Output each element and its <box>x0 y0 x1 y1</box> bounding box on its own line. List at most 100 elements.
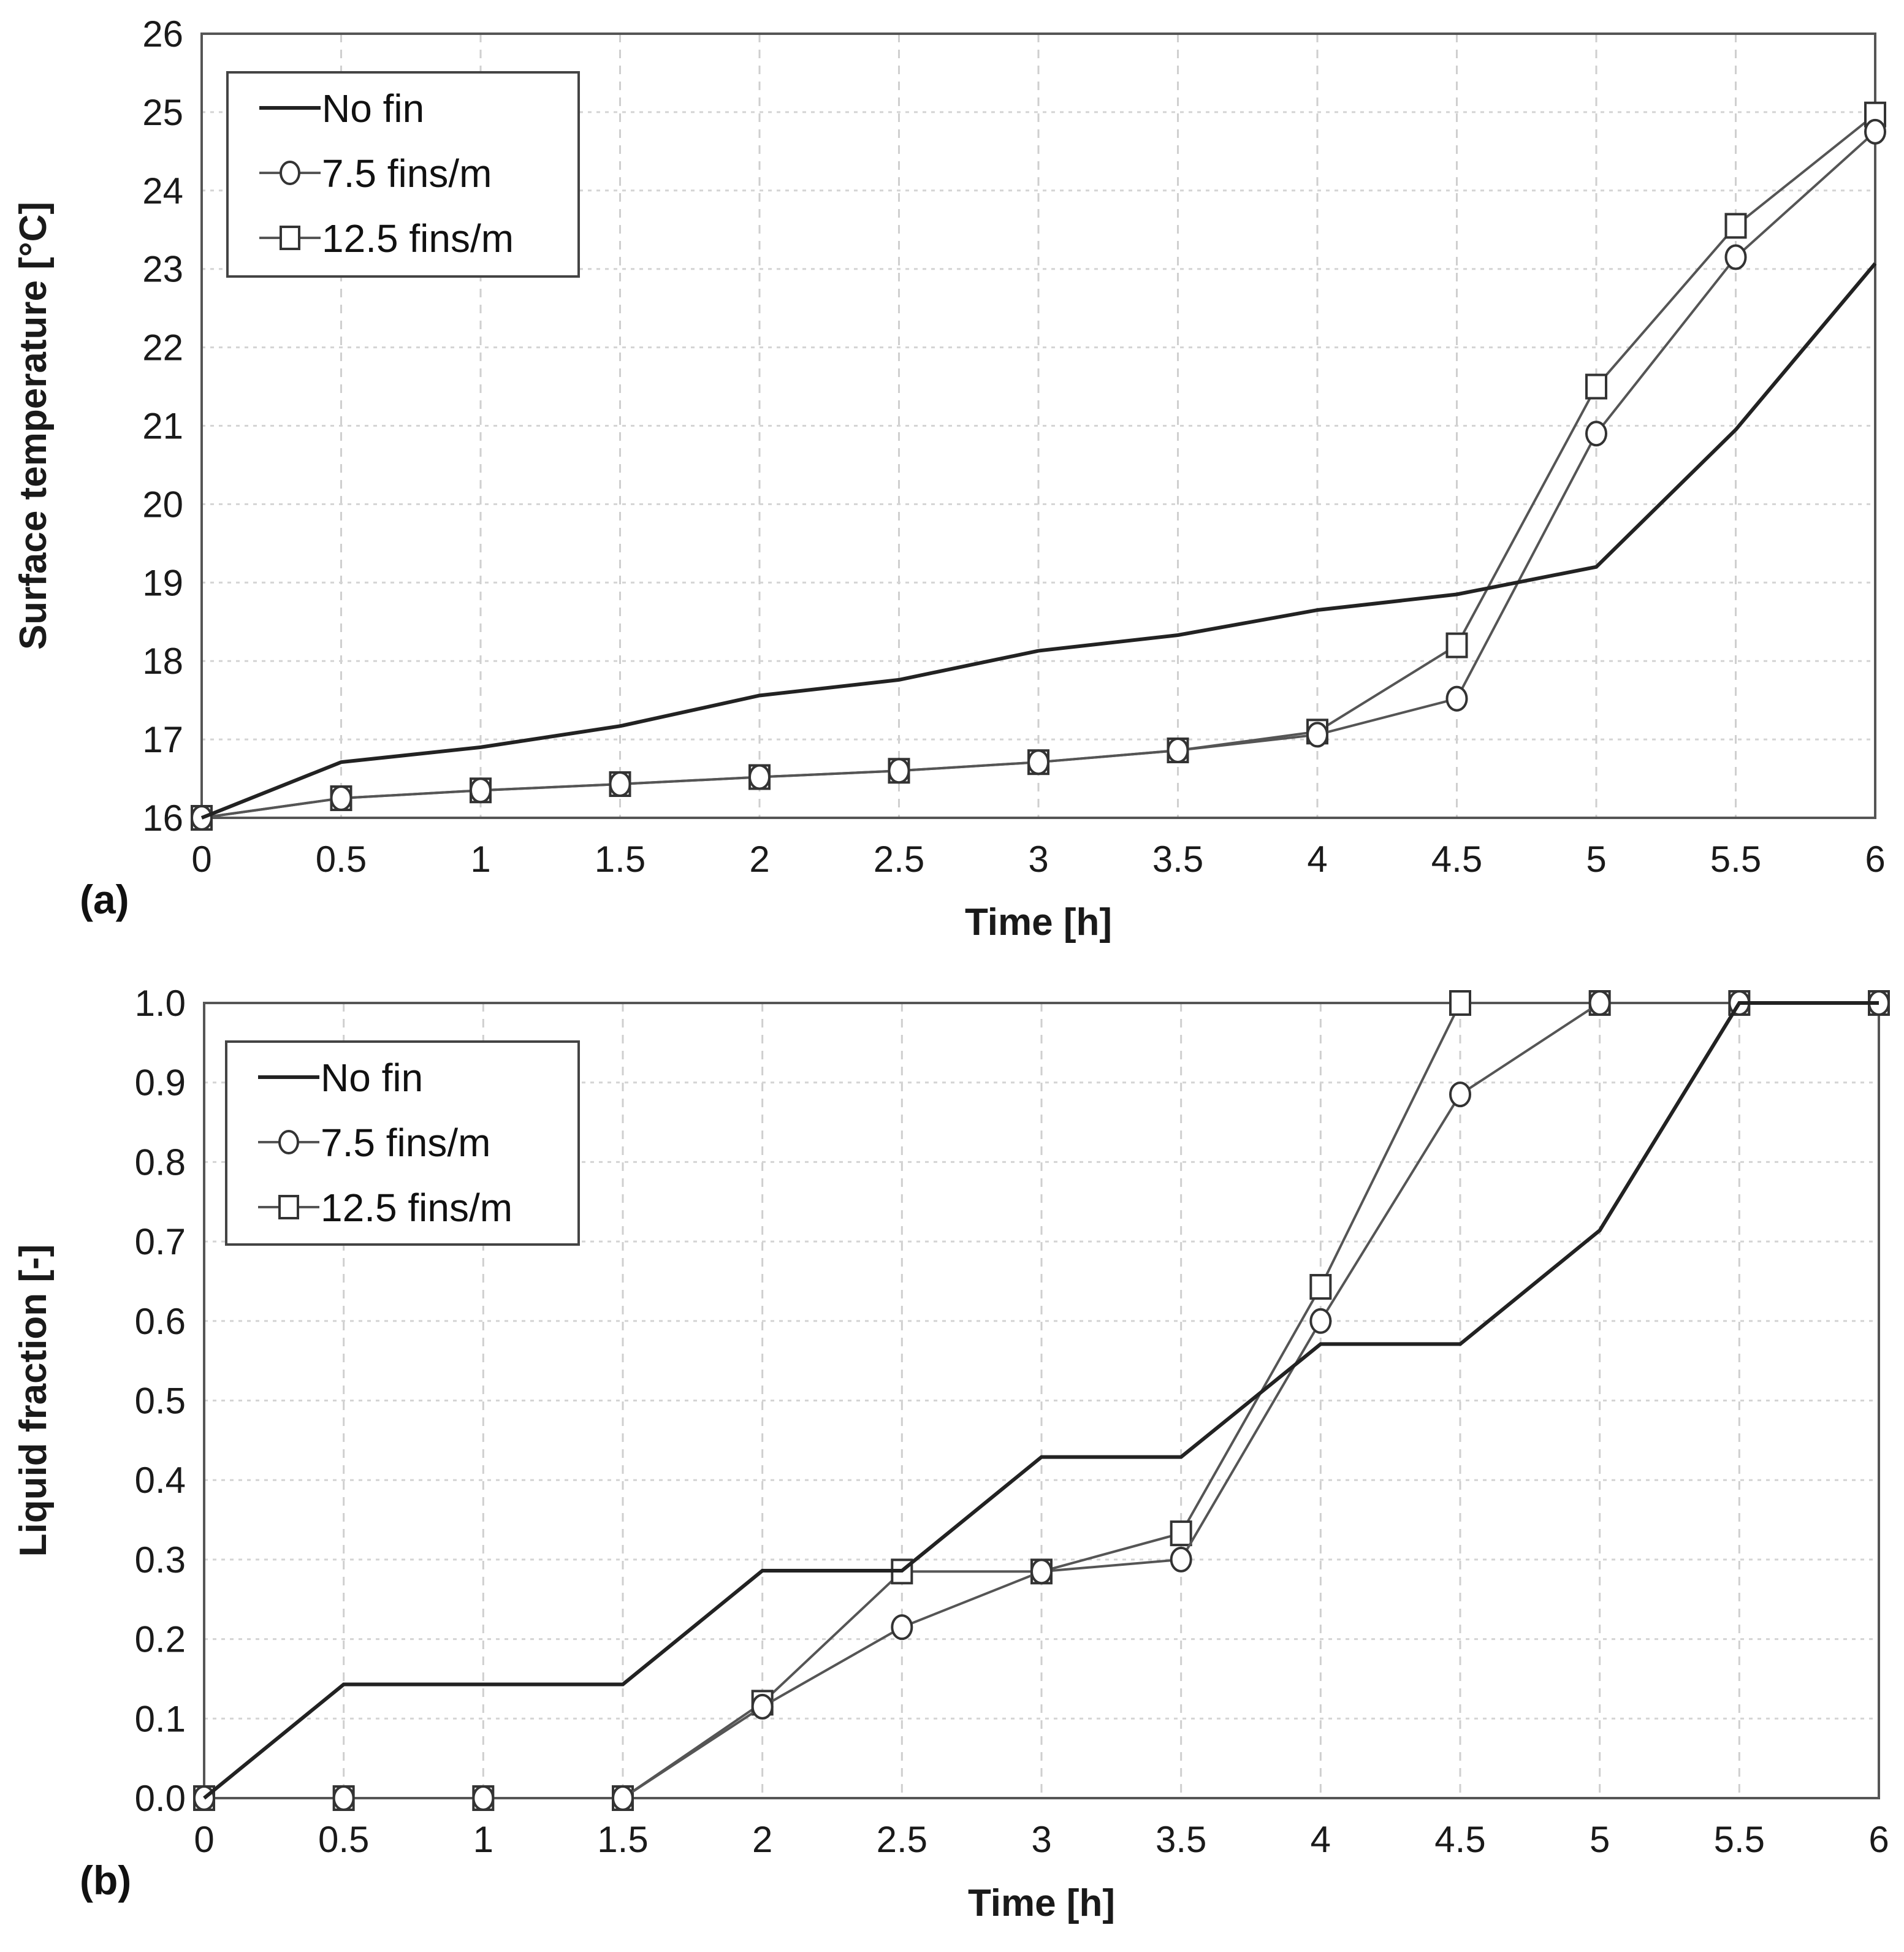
x-tick-label: 2.5 <box>877 1819 927 1860</box>
data-point-circle <box>748 764 771 790</box>
y-tick-label: 0.6 <box>135 1301 186 1342</box>
legend-item: 12.5 fins/m <box>259 216 514 261</box>
x-tick-label: 5 <box>1586 839 1606 880</box>
legend-label: No fin <box>321 1056 423 1100</box>
x-axis-title: Time [h] <box>965 901 1112 944</box>
data-point-circle <box>751 1693 774 1720</box>
x-axis-title: Time [h] <box>968 1882 1115 1924</box>
y-tick-label: 18 <box>142 641 183 682</box>
y-tick-label: 16 <box>142 798 183 839</box>
chart-panel-a: 0 0.5 1 1.5 2 2.5 3 3.5 4 4.5 5 5.5 6 16 17 18 19 20 21 22 2… <box>12 13 1886 944</box>
x-tick-label: 3 <box>1028 839 1048 880</box>
data-point-square <box>1724 213 1747 239</box>
x-tick-label: 4.5 <box>1434 1819 1485 1860</box>
data-point-circle <box>1030 1558 1053 1585</box>
data-point-circle <box>891 1614 913 1641</box>
x-tick-label: 6 <box>1865 839 1885 880</box>
legend-item: 7.5 fins/m <box>258 1121 490 1165</box>
x-tick-label: 1 <box>473 1819 493 1860</box>
data-point-circle <box>1864 118 1886 145</box>
y-tick-label: 23 <box>142 249 183 290</box>
y-axis-title: Surface temperature [°C] <box>12 202 55 650</box>
y-tick-label: 20 <box>142 484 183 525</box>
data-point-circle <box>1445 685 1468 712</box>
y-tick-label: 25 <box>142 92 183 133</box>
x-tick-label: 5 <box>1590 1819 1610 1860</box>
legend-label: 7.5 fins/m <box>322 151 492 196</box>
legend-item: No fin <box>259 86 424 131</box>
y-axis-title: Liquid fraction [-] <box>12 1245 55 1557</box>
x-tick-label: 3.5 <box>1156 1819 1206 1860</box>
x-tick-label: 0 <box>191 839 211 880</box>
y-tick-label: 0.2 <box>135 1619 186 1660</box>
y-tick-label: 17 <box>142 719 183 760</box>
series-no-fin <box>203 1001 1879 1800</box>
data-point-circle <box>1585 421 1607 447</box>
x-tick-label: 0.5 <box>318 1819 369 1860</box>
data-point-circle <box>330 785 352 812</box>
y-tick-label: 24 <box>142 170 183 212</box>
legend: No fin 7.5 fins/m 12.5 fins/m <box>225 1040 580 1246</box>
x-tick-label: 5.5 <box>1714 1819 1765 1860</box>
x-tick-label: 2 <box>749 839 769 880</box>
y-tick-label: 19 <box>142 562 183 603</box>
x-tick-label: 4 <box>1307 839 1327 880</box>
y-tick-label: 0.3 <box>135 1539 186 1580</box>
data-point-circle <box>332 1785 355 1811</box>
legend-square-marker <box>280 226 300 250</box>
legend-label: 12.5 fins/m <box>321 1186 512 1230</box>
y-tick-label: 0.0 <box>135 1778 186 1819</box>
x-tick-label: 3.5 <box>1152 839 1203 880</box>
y-tick-label: 26 <box>142 13 183 55</box>
data-point-circle <box>1449 1081 1471 1108</box>
data-point-circle <box>470 777 492 804</box>
data-point-square <box>1449 990 1471 1016</box>
legend-circle-marker <box>280 161 300 185</box>
data-point-square <box>1445 632 1468 658</box>
legend-label: No fin <box>322 86 424 131</box>
legend-label: 12.5 fins/m <box>322 216 514 261</box>
x-tick-label: 6 <box>1868 1819 1889 1860</box>
x-tick-label: 2.5 <box>874 839 924 880</box>
series-no-fin <box>200 262 1877 820</box>
legend-label: 7.5 fins/m <box>321 1121 490 1165</box>
data-point-circle <box>609 771 631 798</box>
legend-item: 7.5 fins/m <box>259 151 492 196</box>
y-tick-label: 1.0 <box>135 983 186 1024</box>
x-tick-label: 1.5 <box>595 839 645 880</box>
series-7-5-fins-m <box>193 990 1890 1811</box>
legend-item: No fin <box>258 1056 423 1100</box>
data-point-circle <box>888 758 910 784</box>
x-tick-label: 1.5 <box>597 1819 648 1860</box>
y-tick-label: 0.4 <box>135 1460 186 1501</box>
panel-label: (a) <box>80 877 129 922</box>
y-tick-label: 21 <box>142 406 183 447</box>
data-point-square <box>1170 1520 1192 1547</box>
x-tick-label: 4.5 <box>1431 839 1482 880</box>
y-tick-label: 22 <box>142 327 183 368</box>
x-tick-label: 0.5 <box>316 839 367 880</box>
plot-frame <box>203 1002 1880 1799</box>
y-tick-label: 0.9 <box>135 1062 186 1104</box>
legend-circle-marker <box>278 1130 299 1154</box>
data-point-circle <box>1724 244 1747 270</box>
y-tick-label: 0.7 <box>135 1221 186 1262</box>
x-tick-label: 4 <box>1311 1819 1331 1860</box>
x-tick-label: 2 <box>752 1819 772 1860</box>
chart-panel-b: 0 0.5 1 1.5 2 2.5 3 3.5 4 4.5 5 5.5 6 0.0 0.1 0.2 0.3 0.4… <box>12 983 1890 1924</box>
legend: No fin 7.5 fins/m 12.5 fins/m <box>226 71 580 278</box>
panel-label: (b) <box>80 1858 131 1903</box>
data-point-circle <box>612 1785 634 1811</box>
y-tick-label: 0.8 <box>135 1142 186 1183</box>
data-point-square <box>1585 373 1607 400</box>
series-line <box>203 1001 1879 1800</box>
x-tick-label: 1 <box>470 839 490 880</box>
data-point-circle <box>1167 738 1189 764</box>
x-tick-label: 5.5 <box>1710 839 1761 880</box>
legend-square-marker <box>278 1195 299 1219</box>
x-tick-label: 0 <box>194 1819 214 1860</box>
data-point-circle <box>1170 1546 1192 1573</box>
series-7-5-fins-m <box>191 118 1886 831</box>
data-point-circle <box>1306 722 1328 748</box>
